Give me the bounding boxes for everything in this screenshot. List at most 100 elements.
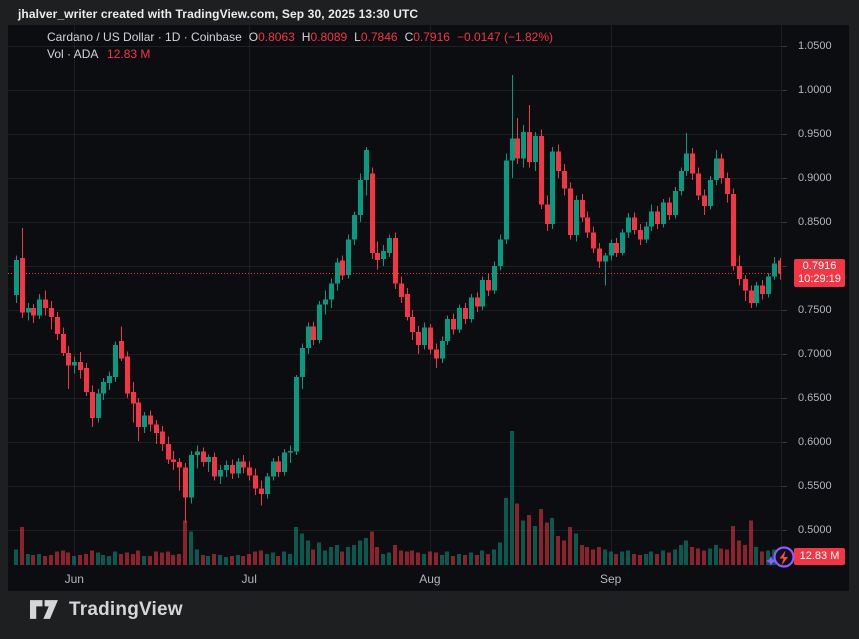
axis-tick bbox=[782, 530, 787, 531]
tradingview-logo[interactable]: TradingView bbox=[30, 599, 183, 621]
candle-body bbox=[702, 195, 707, 207]
candle-body bbox=[422, 327, 427, 346]
candle-body bbox=[195, 451, 200, 456]
volume-bar bbox=[463, 554, 467, 565]
volume-bar bbox=[574, 533, 578, 565]
volume-bar bbox=[492, 549, 496, 565]
candle-body bbox=[673, 191, 678, 215]
volume-bar bbox=[603, 549, 607, 565]
volume-bar bbox=[381, 553, 385, 565]
candle-body bbox=[434, 349, 439, 359]
candle-body bbox=[731, 193, 736, 266]
volume-bar bbox=[136, 550, 140, 565]
time-axis[interactable]: Jun Jul Aug Sep bbox=[8, 567, 781, 591]
candle-body bbox=[160, 431, 165, 444]
volume-bar bbox=[597, 547, 601, 565]
volume-bar bbox=[259, 550, 263, 565]
sparkle-icon bbox=[766, 556, 776, 566]
candle-body bbox=[445, 318, 450, 341]
low-label: L bbox=[354, 30, 361, 44]
volume-bar bbox=[253, 551, 257, 565]
candle-body bbox=[469, 297, 474, 319]
candle-body bbox=[539, 135, 544, 205]
axis-tick bbox=[782, 222, 787, 223]
volume-bar bbox=[609, 551, 613, 565]
volume-bar bbox=[469, 552, 473, 565]
candle-body bbox=[451, 318, 456, 330]
volume-bar bbox=[737, 540, 741, 565]
candle-body bbox=[708, 179, 713, 207]
volume-bar bbox=[387, 552, 391, 565]
candle-body bbox=[131, 391, 136, 404]
volume-bar bbox=[614, 553, 618, 565]
candle-body bbox=[772, 263, 777, 277]
volume-bar bbox=[539, 509, 543, 565]
candle-body bbox=[37, 299, 42, 316]
volume-bar bbox=[562, 540, 566, 565]
volume-bar bbox=[189, 531, 193, 565]
volume-bar bbox=[72, 556, 76, 565]
candle-body bbox=[580, 200, 585, 218]
candle-body bbox=[346, 239, 351, 275]
volume-bar bbox=[113, 551, 117, 565]
bar-close-countdown: 10:29:19 bbox=[798, 273, 841, 286]
candle-body bbox=[136, 402, 141, 428]
candle-body bbox=[43, 299, 48, 309]
volume-bar bbox=[78, 554, 82, 565]
symbol-title[interactable]: Cardano / US Dollar · 1D · Coinbase bbox=[47, 30, 242, 44]
candle-body bbox=[253, 475, 258, 489]
candle-body bbox=[84, 368, 89, 392]
candle-body bbox=[515, 138, 520, 159]
volume-bar bbox=[236, 554, 240, 565]
candle-body bbox=[620, 232, 625, 253]
volume-bar bbox=[550, 518, 554, 565]
volume-bar bbox=[31, 554, 35, 565]
price-axis-label: 1.0000 bbox=[798, 83, 832, 96]
candle-body bbox=[574, 200, 579, 236]
volume-bar bbox=[731, 525, 735, 565]
axis-tick bbox=[782, 486, 787, 487]
volume-bar bbox=[276, 556, 280, 565]
candle-body bbox=[603, 255, 608, 262]
high-label: H bbox=[301, 30, 311, 44]
candle-body bbox=[737, 266, 742, 280]
volume-bar bbox=[107, 556, 111, 565]
candle-body bbox=[393, 237, 398, 284]
candle-body bbox=[154, 424, 159, 434]
candle-body bbox=[684, 153, 689, 171]
volume-bar bbox=[504, 498, 508, 565]
volume-bar bbox=[649, 551, 653, 565]
candlestick-chart[interactable] bbox=[8, 25, 781, 567]
volume-bar bbox=[673, 549, 677, 565]
price-axis-label: 0.9500 bbox=[798, 127, 832, 140]
candle-body bbox=[655, 211, 660, 224]
volume-bar bbox=[166, 551, 170, 565]
price-axis[interactable]: 1.05001.00000.95000.90000.85000.80000.75… bbox=[781, 25, 849, 567]
volume-bar bbox=[125, 552, 129, 565]
volume-bar bbox=[142, 556, 146, 565]
price-axis-label: 1.0500 bbox=[798, 39, 832, 52]
candle-body bbox=[148, 415, 153, 425]
candle-body bbox=[72, 361, 77, 366]
candle-body bbox=[311, 326, 316, 340]
candle-body bbox=[545, 204, 550, 224]
month-label-sep: Sep bbox=[599, 572, 622, 586]
candle-body bbox=[661, 202, 666, 224]
volume-bar bbox=[323, 550, 327, 565]
volume-bar bbox=[714, 544, 718, 565]
candle-body bbox=[725, 178, 730, 194]
candle-body bbox=[224, 464, 229, 471]
candle-body bbox=[247, 467, 252, 476]
volume-bar bbox=[725, 549, 729, 565]
candle-body bbox=[749, 290, 754, 303]
flash-icon[interactable] bbox=[766, 543, 796, 571]
candle-body bbox=[457, 308, 462, 330]
volume-bar bbox=[749, 520, 753, 565]
candle-body bbox=[510, 138, 515, 161]
candle-body bbox=[679, 170, 684, 192]
volume-bar bbox=[690, 547, 694, 565]
price-axis-label: 0.7500 bbox=[798, 303, 832, 316]
close-label: C bbox=[404, 30, 414, 44]
axis-tick bbox=[782, 134, 787, 135]
volume-bar bbox=[638, 554, 642, 565]
